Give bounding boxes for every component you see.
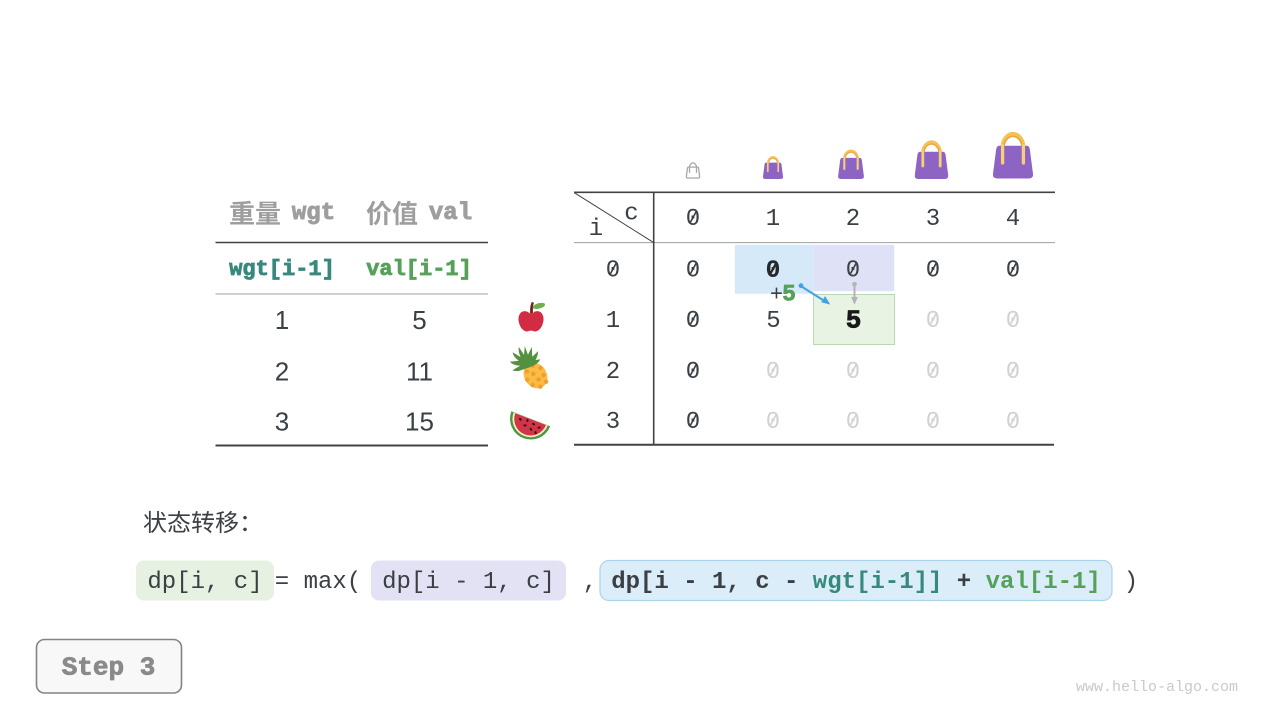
- svg-text:0: 0: [606, 258, 620, 285]
- svg-text:3: 3: [606, 409, 620, 436]
- svg-text:5: 5: [846, 306, 862, 336]
- svg-text:+: +: [957, 569, 971, 596]
- svg-text:1: 1: [766, 206, 780, 233]
- svg-text:3: 3: [926, 206, 940, 233]
- svg-text:4: 4: [1006, 206, 1020, 233]
- svg-text:5: 5: [412, 305, 426, 335]
- svg-text:Step 3: Step 3: [62, 653, 156, 683]
- svg-text:0: 0: [926, 308, 940, 335]
- svg-text:3: 3: [275, 406, 289, 436]
- svg-text:0: 0: [686, 308, 700, 335]
- svg-text:wgt: wgt: [292, 200, 335, 227]
- svg-text:0: 0: [926, 359, 940, 386]
- svg-text:): ): [1124, 569, 1138, 596]
- svg-text:2: 2: [606, 359, 620, 386]
- svg-text:c: c: [624, 201, 638, 228]
- svg-text:15: 15: [405, 406, 434, 436]
- svg-text:0: 0: [686, 409, 700, 436]
- svg-text:0: 0: [1006, 308, 1020, 335]
- svg-text:2: 2: [846, 206, 860, 233]
- svg-text:0: 0: [686, 359, 700, 386]
- svg-text:11: 11: [406, 356, 433, 386]
- svg-text:1: 1: [275, 305, 289, 335]
- svg-text:0: 0: [1006, 359, 1020, 386]
- svg-text:wgt[i-1]]: wgt[i-1]]: [813, 569, 943, 596]
- svg-text:wgt[i-1]: wgt[i-1]: [229, 257, 335, 282]
- svg-text:,: ,: [583, 569, 597, 596]
- svg-text:val[i-1]: val[i-1]: [366, 257, 472, 282]
- svg-text:0: 0: [686, 258, 700, 285]
- svg-text:0: 0: [846, 258, 860, 285]
- svg-text:dp[i - 1, c]: dp[i - 1, c]: [382, 569, 555, 596]
- svg-text:0: 0: [926, 409, 940, 436]
- svg-text:0: 0: [846, 359, 860, 386]
- svg-text:0: 0: [846, 409, 860, 436]
- svg-text:5: 5: [782, 281, 796, 307]
- svg-text:www.hello-algo.com: www.hello-algo.com: [1076, 679, 1238, 696]
- svg-text:1: 1: [606, 308, 620, 335]
- svg-text:val: val: [429, 200, 472, 227]
- svg-text:dp[i - 1, c -: dp[i - 1, c -: [611, 569, 798, 596]
- svg-text:i: i: [589, 216, 603, 243]
- svg-text:0: 0: [1006, 258, 1020, 285]
- svg-text:0: 0: [686, 206, 700, 233]
- svg-text:0: 0: [766, 409, 780, 436]
- svg-text:val[i-1]: val[i-1]: [986, 569, 1101, 596]
- svg-text:0: 0: [926, 258, 940, 285]
- svg-text:2: 2: [275, 356, 289, 386]
- svg-text:dp[i, c]: dp[i, c]: [147, 569, 262, 596]
- svg-text:5: 5: [766, 308, 780, 335]
- svg-text:0: 0: [766, 359, 780, 386]
- svg-text:+: +: [770, 283, 783, 308]
- svg-text:0: 0: [1006, 409, 1020, 436]
- svg-text:= max(: = max(: [275, 569, 361, 596]
